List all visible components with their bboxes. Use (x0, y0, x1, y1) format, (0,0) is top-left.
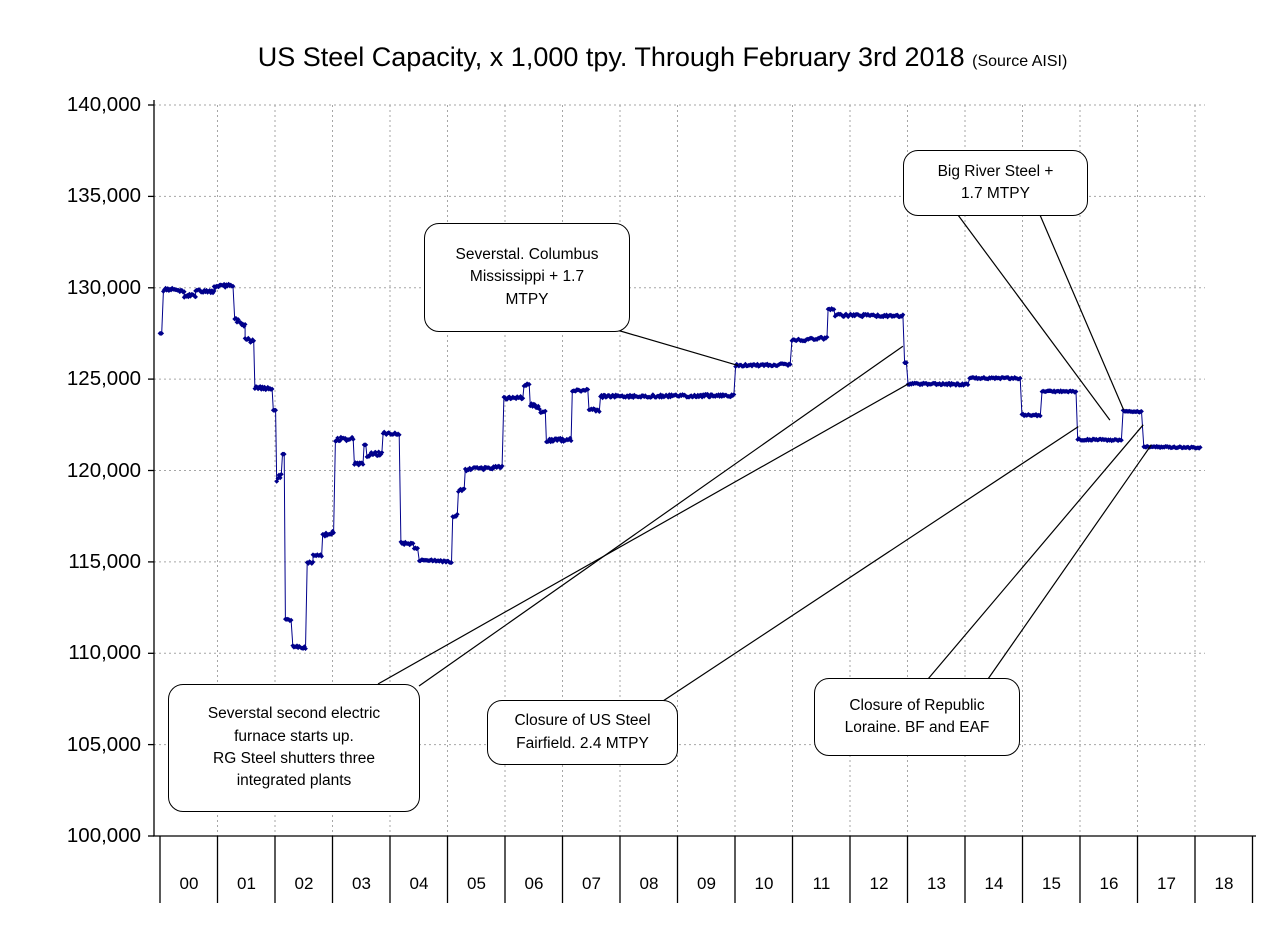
x-axis-tick-label: 06 (524, 874, 544, 893)
x-axis-tick-label: 02 (294, 874, 314, 893)
x-axis-tick-label: 08 (639, 874, 659, 893)
h-gridlines (154, 104, 1205, 746)
x-axis-tick-label: 01 (237, 874, 256, 893)
y-axis-tick-label: 105,000 (66, 732, 141, 756)
x-axis-tick-label: 16 (1099, 874, 1119, 893)
x-axis-tick-label: 11 (812, 874, 831, 893)
callout-big-river-steel: Big River Steel + 1.7 MTPY (903, 150, 1088, 216)
x-axis-tick-label: 17 (1157, 874, 1176, 893)
chart-source-note: (Source AISI) (972, 53, 1068, 70)
annotation-leader-lines (377, 214, 1152, 702)
callout-severstal-rg-steel: Severstal second electric furnace starts… (168, 684, 420, 812)
y-axis-tick-label: 140,000 (66, 93, 141, 116)
x-axis-tick-label: 18 (1214, 874, 1234, 893)
callout-us-steel-fairfield: Closure of US Steel Fairfield. 2.4 MTPY (487, 700, 678, 765)
y-axis-tick-label: 135,000 (66, 184, 141, 208)
y-axis-tick-label: 130,000 (66, 275, 141, 299)
x-axis-tick-label: 14 (984, 874, 1004, 893)
x-axis-tick-label: 12 (869, 874, 889, 893)
y-axis-tick-label: 100,000 (66, 824, 141, 847)
callout-republic-loraine: Closure of Republic Loraine. BF and EAF (814, 678, 1020, 756)
x-axis-tick-label: 07 (582, 874, 601, 893)
x-axis-tick-label: 04 (409, 874, 429, 893)
callout-severstal-columbus: Severstal. Columbus Mississippi + 1.7 MT… (424, 223, 630, 332)
x-axis-tick-label: 03 (352, 874, 371, 893)
axes (148, 100, 1256, 903)
y-axis-tick-label: 110,000 (68, 641, 141, 665)
x-axis-tick-label: 13 (927, 874, 946, 893)
series-line (160, 283, 1201, 651)
y-axis-tick-label: 125,000 (66, 367, 141, 391)
x-axis-tick-label: 15 (1042, 874, 1061, 893)
chart-title-text: US Steel Capacity, x 1,000 tpy. Through … (257, 42, 965, 72)
y-axis-tick-label: 115,000 (68, 549, 141, 573)
x-axis-tick-label: 00 (179, 874, 199, 893)
x-axis-tick-label: 10 (754, 874, 774, 893)
x-axis-tick-label: 09 (697, 874, 716, 893)
y-axis-tick-label: 120,000 (66, 458, 141, 482)
x-axis-tick-label: 05 (467, 874, 486, 893)
chart-title: US Steel Capacity, x 1,000 tpy. Through … (50, 42, 1275, 73)
